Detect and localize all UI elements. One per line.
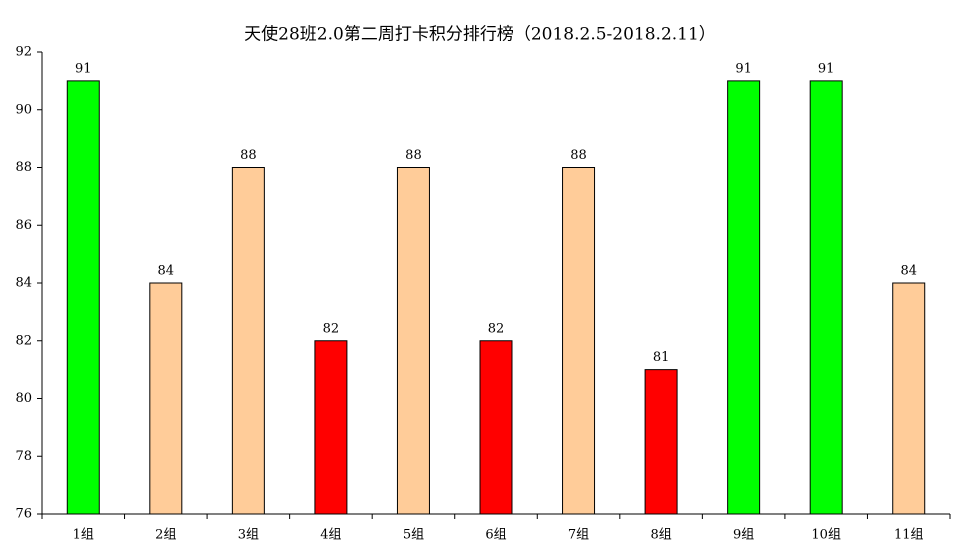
bar bbox=[149, 282, 183, 515]
x-tick-label: 11组 bbox=[894, 528, 924, 543]
value-label: 91 bbox=[818, 61, 835, 76]
y-tick-label: 84 bbox=[15, 276, 32, 291]
bar bbox=[396, 167, 430, 515]
y-tick-label: 82 bbox=[15, 333, 32, 348]
x-tick-label: 2组 bbox=[155, 528, 176, 543]
value-label: 88 bbox=[570, 148, 587, 163]
x-tick-label: 4组 bbox=[320, 528, 341, 543]
y-tick-label: 92 bbox=[15, 45, 32, 60]
value-label: 81 bbox=[653, 350, 670, 365]
bar bbox=[892, 282, 926, 515]
bar bbox=[562, 167, 596, 515]
value-label: 82 bbox=[488, 321, 505, 336]
y-tick-label: 78 bbox=[15, 449, 32, 464]
x-tick-label: 1组 bbox=[73, 528, 94, 543]
x-tick-label: 6组 bbox=[485, 528, 506, 543]
y-tick-label: 86 bbox=[15, 218, 32, 233]
bar bbox=[66, 80, 100, 515]
x-tick-label: 8组 bbox=[650, 528, 671, 543]
value-label: 88 bbox=[405, 148, 422, 163]
value-label: 84 bbox=[158, 264, 175, 279]
y-tick-label: 88 bbox=[15, 160, 32, 175]
y-tick-label: 90 bbox=[15, 102, 32, 117]
x-tick-label: 7组 bbox=[568, 528, 589, 543]
value-label: 84 bbox=[900, 264, 917, 279]
bar bbox=[809, 80, 843, 515]
bar bbox=[314, 340, 348, 515]
chart-title: 天使28班2.0第二周打卡积分排行榜（2018.2.5-2018.2.11） bbox=[244, 24, 716, 45]
value-label: 82 bbox=[323, 321, 340, 336]
value-label: 91 bbox=[735, 61, 752, 76]
y-tick-label: 80 bbox=[15, 391, 32, 406]
x-tick-label: 5组 bbox=[403, 528, 424, 543]
bar bbox=[727, 80, 761, 515]
value-label: 91 bbox=[75, 61, 92, 76]
bar bbox=[479, 340, 513, 515]
x-tick-label: 3组 bbox=[238, 528, 259, 543]
x-tick-label: 10组 bbox=[811, 528, 841, 543]
y-tick-label: 76 bbox=[15, 507, 32, 522]
bar bbox=[231, 167, 265, 515]
value-label: 88 bbox=[240, 148, 257, 163]
x-tick-label: 9组 bbox=[733, 528, 754, 543]
bar bbox=[644, 369, 678, 515]
